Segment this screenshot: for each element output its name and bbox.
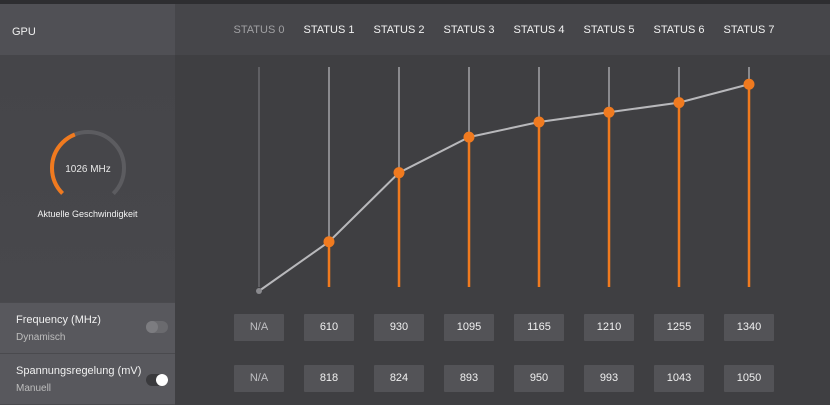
voltage-toggle[interactable] <box>146 374 168 386</box>
frequency-value-6[interactable]: 1255 <box>654 314 704 341</box>
slider-handle-6[interactable] <box>673 97 685 109</box>
status-label-2: STATUS 2 <box>373 24 425 36</box>
frequency-value-5[interactable]: 1210 <box>584 314 634 341</box>
status-label-5: STATUS 5 <box>583 24 635 36</box>
status-label-7: STATUS 7 <box>723 24 775 36</box>
slider-handle-7[interactable] <box>743 78 755 90</box>
frequency-curve-chart <box>175 55 830 303</box>
frequency-value-2[interactable]: 930 <box>374 314 424 341</box>
slider-handle-4[interactable] <box>533 116 545 128</box>
status-label-6: STATUS 6 <box>653 24 705 36</box>
voltage-setting-mode: Manuell <box>16 383 52 394</box>
status-header <box>175 0 830 55</box>
voltage-value-7[interactable]: 1050 <box>724 365 774 392</box>
voltage-setting-row: Spannungsregelung (mV) Manuell <box>0 354 175 404</box>
gpu-title: GPU <box>12 26 36 38</box>
voltage-value-6[interactable]: 1043 <box>654 365 704 392</box>
frequency-value-4[interactable]: 1165 <box>514 314 564 341</box>
voltage-value-5[interactable]: 993 <box>584 365 634 392</box>
voltage-setting-title: Spannungsregelung (mV) <box>16 365 142 377</box>
gauge-caption: Aktuelle Geschwindigkeit <box>37 209 138 219</box>
frequency-value-7[interactable]: 1340 <box>724 314 774 341</box>
voltage-value-2[interactable]: 824 <box>374 365 424 392</box>
voltage-value-3[interactable]: 893 <box>444 365 494 392</box>
toggle-knob <box>156 374 168 386</box>
frequency-value-0: N/A <box>234 314 284 341</box>
frequency-value-3[interactable]: 1095 <box>444 314 494 341</box>
slider-handle-5[interactable] <box>603 106 615 118</box>
voltage-value-1[interactable]: 818 <box>304 365 354 392</box>
status-label-0: STATUS 0 <box>233 24 285 36</box>
frequency-curve-line <box>258 83 750 292</box>
status-label-1: STATUS 1 <box>303 24 355 36</box>
gpu-header: GPU <box>0 0 175 55</box>
speed-gauge <box>49 130 126 206</box>
frequency-value-1[interactable]: 610 <box>304 314 354 341</box>
gauge-value: 1026 MHz <box>65 164 111 175</box>
status-label-3: STATUS 3 <box>443 24 495 36</box>
slider-handle-3[interactable] <box>463 131 475 143</box>
toggle-knob <box>146 321 158 333</box>
slider-handle-0 <box>256 288 262 294</box>
frequency-setting-mode: Dynamisch <box>16 332 66 343</box>
frequency-toggle[interactable] <box>146 321 168 333</box>
slider-handle-1[interactable] <box>323 236 335 248</box>
curve-svg <box>256 67 755 294</box>
voltage-value-4[interactable]: 950 <box>514 365 564 392</box>
voltage-value-0: N/A <box>234 365 284 392</box>
frequency-setting-title: Frequency (MHz) <box>16 314 101 326</box>
slider-handle-2[interactable] <box>393 167 405 179</box>
status-label-4: STATUS 4 <box>513 24 565 36</box>
frequency-setting-row: Frequency (MHz) Dynamisch <box>0 303 175 353</box>
